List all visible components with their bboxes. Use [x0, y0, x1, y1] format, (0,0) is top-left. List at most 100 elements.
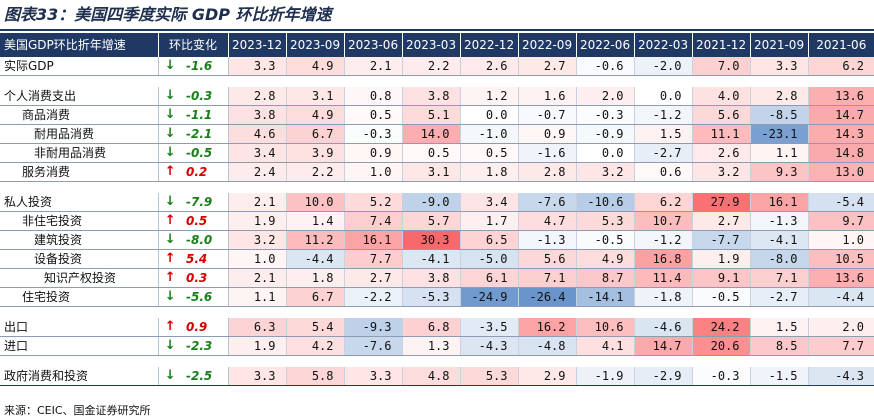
growth-value-cell: 1.4: [286, 211, 345, 231]
change-value: -0.3: [182, 87, 229, 106]
growth-value-cell: 5.6: [518, 249, 577, 269]
arrow-down-icon: ↓: [158, 124, 182, 144]
growth-value-cell: 6.7: [286, 124, 345, 144]
growth-value-cell: 4.1: [576, 336, 635, 356]
growth-value-cell: 3.2: [692, 162, 751, 182]
growth-value-cell: 20.6: [692, 336, 751, 356]
change-value: 0.5: [182, 211, 229, 231]
growth-value-cell: 2.6: [460, 57, 519, 76]
growth-value-cell: 1.9: [228, 336, 287, 356]
growth-value-cell: 5.7: [402, 211, 461, 231]
growth-value-cell: 6.8: [402, 318, 461, 337]
growth-value-cell: 0.0: [460, 105, 519, 125]
spacer-row: [0, 356, 874, 368]
header-row: 美国GDP环比折年增速 环比变化 2023-12 2023-09 2023-06…: [0, 33, 874, 57]
row-label: 私人投资: [0, 193, 159, 212]
arrow-up-icon: ↑: [158, 162, 182, 182]
row-label: 非住宅投资: [0, 211, 159, 231]
growth-value-cell: 1.8: [286, 268, 345, 288]
growth-value-cell: 16.2: [518, 318, 577, 337]
growth-value-cell: -8.5: [750, 105, 809, 125]
growth-value-cell: -14.1: [576, 287, 635, 307]
growth-value-cell: 2.2: [402, 57, 461, 76]
growth-value-cell: -0.6: [576, 57, 635, 76]
growth-value-cell: 1.3: [402, 336, 461, 356]
growth-value-cell: -1.3: [518, 230, 577, 250]
growth-value-cell: 5.3: [460, 367, 519, 386]
growth-value-cell: 11.4: [634, 268, 693, 288]
growth-value-cell: 3.3: [228, 57, 287, 76]
growth-value-cell: 0.5: [344, 105, 403, 125]
growth-value-cell: 3.4: [460, 193, 519, 212]
header-change: 环比变化: [158, 33, 229, 57]
table-row: 个人消费支出 ↓ -0.3 2.8 3.1 0.8 3.8 1.2 1.6 2.0 0.0 4.0 2.…: [0, 87, 874, 106]
growth-value-cell: 3.1: [286, 87, 345, 106]
arrow-up-icon: ↑: [158, 211, 182, 231]
growth-value-cell: -9.0: [402, 193, 461, 212]
growth-value-cell: -0.5: [576, 230, 635, 250]
arrow-up-icon: ↑: [158, 249, 182, 269]
growth-value-cell: 5.1: [402, 105, 461, 125]
arrow-down-icon: ↓: [158, 143, 182, 163]
table-row: 住宅投资 ↓ -5.6 1.1 6.7 -2.2 -5.3 -24.9 -26.4 -14.1 -1…: [0, 287, 874, 307]
table-row: 进口 ↓ -2.3 1.9 4.2 -7.6 1.3 -4.3 -4.8 4.1 14.7 20.6 8…: [0, 336, 874, 356]
header-label: 美国GDP环比折年增速: [0, 33, 159, 57]
growth-value-cell: 7.0: [692, 57, 751, 76]
growth-value-cell: 7.1: [750, 268, 809, 288]
growth-value-cell: -7.6: [344, 336, 403, 356]
change-value: 0.3: [182, 268, 229, 288]
table-row: 政府消费和投资 ↓ -2.5 3.3 5.8 3.3 4.8 5.3 2.9 -1.9 -2.9 -0…: [0, 367, 874, 386]
growth-value-cell: 3.8: [402, 87, 461, 106]
growth-value-cell: 2.9: [518, 367, 577, 386]
growth-value-cell: -1.3: [750, 211, 809, 231]
growth-value-cell: 10.5: [808, 249, 874, 269]
row-label: 住宅投资: [0, 287, 159, 307]
growth-value-cell: 14.0: [402, 124, 461, 144]
change-value: 0.9: [182, 318, 229, 337]
growth-value-cell: 16.8: [634, 249, 693, 269]
growth-value-cell: 16.1: [344, 230, 403, 250]
growth-value-cell: 14.3: [808, 124, 874, 144]
row-label: 政府消费和投资: [0, 367, 159, 386]
growth-value-cell: -9.3: [344, 318, 403, 337]
growth-value-cell: -4.1: [750, 230, 809, 250]
growth-value-cell: 11.1: [692, 124, 751, 144]
change-value: -1.1: [182, 105, 229, 125]
growth-value-cell: 24.2: [692, 318, 751, 337]
row-label: 商品消费: [0, 105, 159, 125]
change-value: 0.2: [182, 162, 229, 182]
growth-value-cell: -1.0: [460, 124, 519, 144]
change-value: -0.5: [182, 143, 229, 163]
growth-value-cell: 2.6: [692, 143, 751, 163]
growth-value-cell: -3.5: [460, 318, 519, 337]
growth-value-cell: 2.0: [576, 87, 635, 106]
growth-value-cell: 4.9: [286, 57, 345, 76]
growth-value-cell: 3.9: [286, 143, 345, 163]
growth-value-cell: 9.7: [808, 211, 874, 231]
growth-value-cell: -5.4: [808, 193, 874, 212]
growth-value-cell: 4.7: [518, 211, 577, 231]
growth-value-cell: 0.5: [402, 143, 461, 163]
header-period: 2023-12: [228, 33, 287, 57]
table-row: 非耐用品消费 ↓ -0.5 3.4 3.9 0.9 0.5 0.5 -1.6 0.0 -2.7 2.6…: [0, 143, 874, 163]
growth-value-cell: -2.7: [634, 143, 693, 163]
growth-value-cell: 1.2: [460, 87, 519, 106]
growth-value-cell: 1.1: [750, 143, 809, 163]
growth-value-cell: -2.2: [344, 287, 403, 307]
growth-value-cell: 8.5: [750, 336, 809, 356]
arrow-down-icon: ↓: [158, 87, 182, 106]
growth-value-cell: -24.9: [460, 287, 519, 307]
growth-value-cell: -0.3: [344, 124, 403, 144]
arrow-up-icon: ↑: [158, 318, 182, 337]
row-label: 设备投资: [0, 249, 159, 269]
arrow-down-icon: ↓: [158, 57, 182, 76]
growth-value-cell: 3.1: [402, 162, 461, 182]
growth-value-cell: -26.4: [518, 287, 577, 307]
table-row: 设备投资 ↑ 5.4 1.0 -4.4 7.7 -4.1 -5.0 5.6 4.9 16.8 1.9-…: [0, 249, 874, 269]
row-label: 知识产权投资: [0, 268, 159, 288]
growth-value-cell: 6.2: [808, 57, 874, 76]
growth-value-cell: 2.8: [750, 87, 809, 106]
growth-value-cell: 5.3: [576, 211, 635, 231]
growth-value-cell: 0.8: [344, 87, 403, 106]
growth-value-cell: 3.8: [402, 268, 461, 288]
